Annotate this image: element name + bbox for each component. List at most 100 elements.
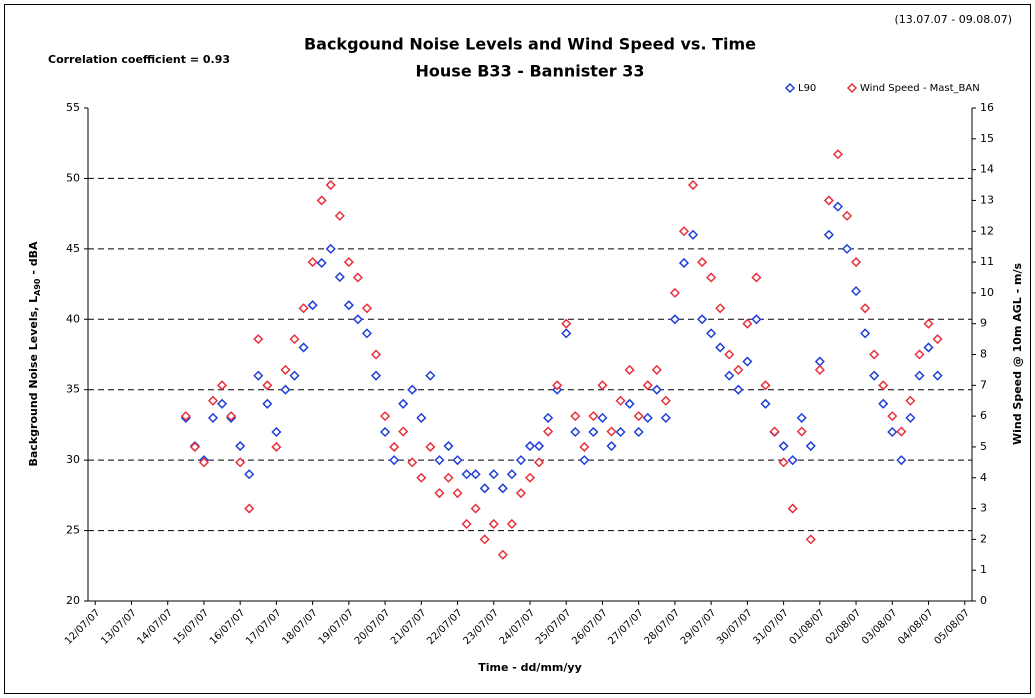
data-point: [914, 349, 925, 360]
data-point: [724, 349, 735, 360]
data-point: [633, 426, 644, 438]
data-point: [235, 440, 246, 452]
data-point: [488, 518, 499, 530]
data-point: [733, 364, 744, 375]
data-point: [606, 440, 617, 452]
data-point: [588, 426, 599, 438]
data-point: [271, 426, 282, 438]
data-point: [751, 314, 762, 325]
data-point: [660, 395, 671, 406]
y-tick-label: 35: [66, 383, 80, 396]
y2-tick-label: 7: [980, 378, 987, 391]
data-point: [814, 364, 825, 375]
data-point: [570, 426, 581, 438]
data-point: [307, 300, 318, 311]
y2-tick-label: 6: [980, 409, 987, 422]
data-point: [896, 455, 907, 466]
data-point: [751, 272, 762, 283]
data-point: [660, 412, 671, 423]
data-point: [651, 364, 662, 375]
y-tick-label: 45: [66, 242, 80, 255]
data-point: [407, 457, 418, 468]
y2-tick-label: 10: [980, 286, 994, 299]
data-point: [579, 455, 590, 466]
y2-tick-label: 0: [980, 594, 987, 607]
data-point: [506, 518, 517, 530]
data-point: [244, 503, 255, 514]
data-point: [316, 195, 327, 206]
data-point: [778, 457, 789, 468]
data-point: [597, 412, 608, 423]
data-point: [398, 426, 409, 437]
y2-tick-label: 12: [980, 224, 994, 237]
data-point: [606, 426, 617, 437]
data-point: [588, 411, 599, 422]
data-point: [715, 342, 726, 353]
data-point: [398, 398, 409, 409]
data-point: [370, 349, 382, 360]
data-point: [244, 469, 255, 480]
data-point: [289, 334, 300, 345]
data-point: [289, 370, 300, 381]
data-point: [669, 314, 680, 325]
y-tick-label: 40: [66, 312, 80, 325]
data-point: [533, 440, 545, 452]
data-point: [878, 380, 889, 391]
data-point: [461, 518, 472, 530]
data-point: [805, 440, 816, 452]
data-point: [389, 441, 400, 452]
data-point: [253, 334, 264, 345]
data-point: [533, 457, 545, 468]
data-point: [343, 257, 354, 268]
data-point: [832, 149, 844, 160]
data-point: [923, 318, 934, 329]
y-tick-label: 50: [66, 171, 80, 184]
data-point: [280, 364, 291, 375]
data-point: [878, 398, 889, 409]
data-point: [461, 469, 472, 480]
data-point: [361, 303, 373, 314]
data-point: [443, 472, 454, 483]
data-point: [325, 179, 336, 191]
data-point: [896, 426, 907, 437]
data-point: [389, 455, 400, 466]
data-point: [334, 210, 345, 221]
data-point: [624, 398, 635, 409]
frame: [4, 4, 1031, 694]
data-point: [715, 303, 726, 314]
y2-tick-label: 11: [980, 255, 994, 268]
y2-tick-label: 14: [980, 163, 994, 176]
data-point: [869, 370, 880, 381]
data-point: [370, 370, 382, 381]
y2-tick-label: 16: [980, 101, 994, 114]
data-point: [479, 534, 490, 545]
data-point: [706, 272, 717, 283]
y2-tick-label: 13: [980, 193, 994, 206]
y-axis-label-part: - dBA: [27, 241, 40, 278]
data-point: [253, 370, 264, 381]
data-point: [579, 441, 590, 452]
data-point: [887, 426, 898, 438]
data-point: [325, 243, 336, 254]
data-point: [615, 426, 626, 438]
data-point: [280, 384, 291, 395]
data-point: [361, 328, 373, 339]
data-point: [733, 384, 744, 395]
data-point: [352, 272, 363, 283]
data-point: [851, 286, 862, 297]
y2-axis-label: Wind Speed @ 10m AGL - m/s: [1011, 263, 1024, 446]
data-point: [552, 380, 563, 391]
data-point: [678, 257, 690, 269]
data-point: [796, 412, 807, 423]
data-point: [760, 398, 771, 409]
data-point: [470, 503, 481, 514]
data-point: [416, 412, 427, 423]
data-point: [561, 328, 572, 339]
data-point: [380, 426, 391, 438]
y2-tick-label: 4: [980, 471, 987, 484]
data-point: [207, 412, 219, 423]
data-point: [380, 411, 391, 422]
data-point: [796, 426, 807, 437]
legend-marker: [784, 82, 796, 94]
data-point: [697, 314, 708, 325]
